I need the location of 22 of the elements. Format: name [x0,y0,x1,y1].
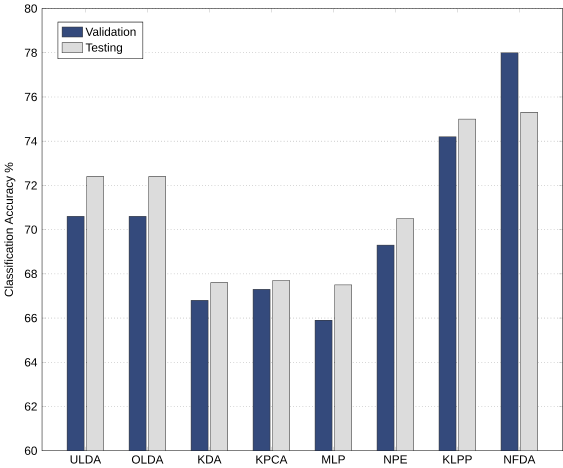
y-tick-label: 62 [24,402,37,411]
y-axis-title: Classification Accuracy % [4,162,16,296]
x-tick-label: NPE [384,455,407,464]
y-tick-label: 76 [24,92,37,102]
x-tick-label: ULDA [70,455,102,464]
y-tick-label: 70 [24,225,37,234]
y-tick-label: 68 [24,270,37,278]
legend-label: Validation [86,27,136,36]
y-tick-label: 78 [24,48,37,57]
y-tick-label: 66 [24,314,37,322]
x-tick-label: KLPP [443,455,472,464]
legend-label: Testing [86,42,122,54]
x-tick-label: KDA [198,455,222,464]
y-tick-label: 72 [24,181,37,190]
x-tick-label: MLP [322,455,345,464]
y-tick-label: 60 [24,446,37,455]
x-tick-label: OLDA [132,455,164,464]
x-tick-label: KPCA [256,455,288,464]
y-tick-label: 74 [24,137,38,146]
x-tick-label: NFDA [504,455,536,464]
y-tick-label: 64 [24,358,38,366]
y-tick-label: 80 [24,4,37,13]
